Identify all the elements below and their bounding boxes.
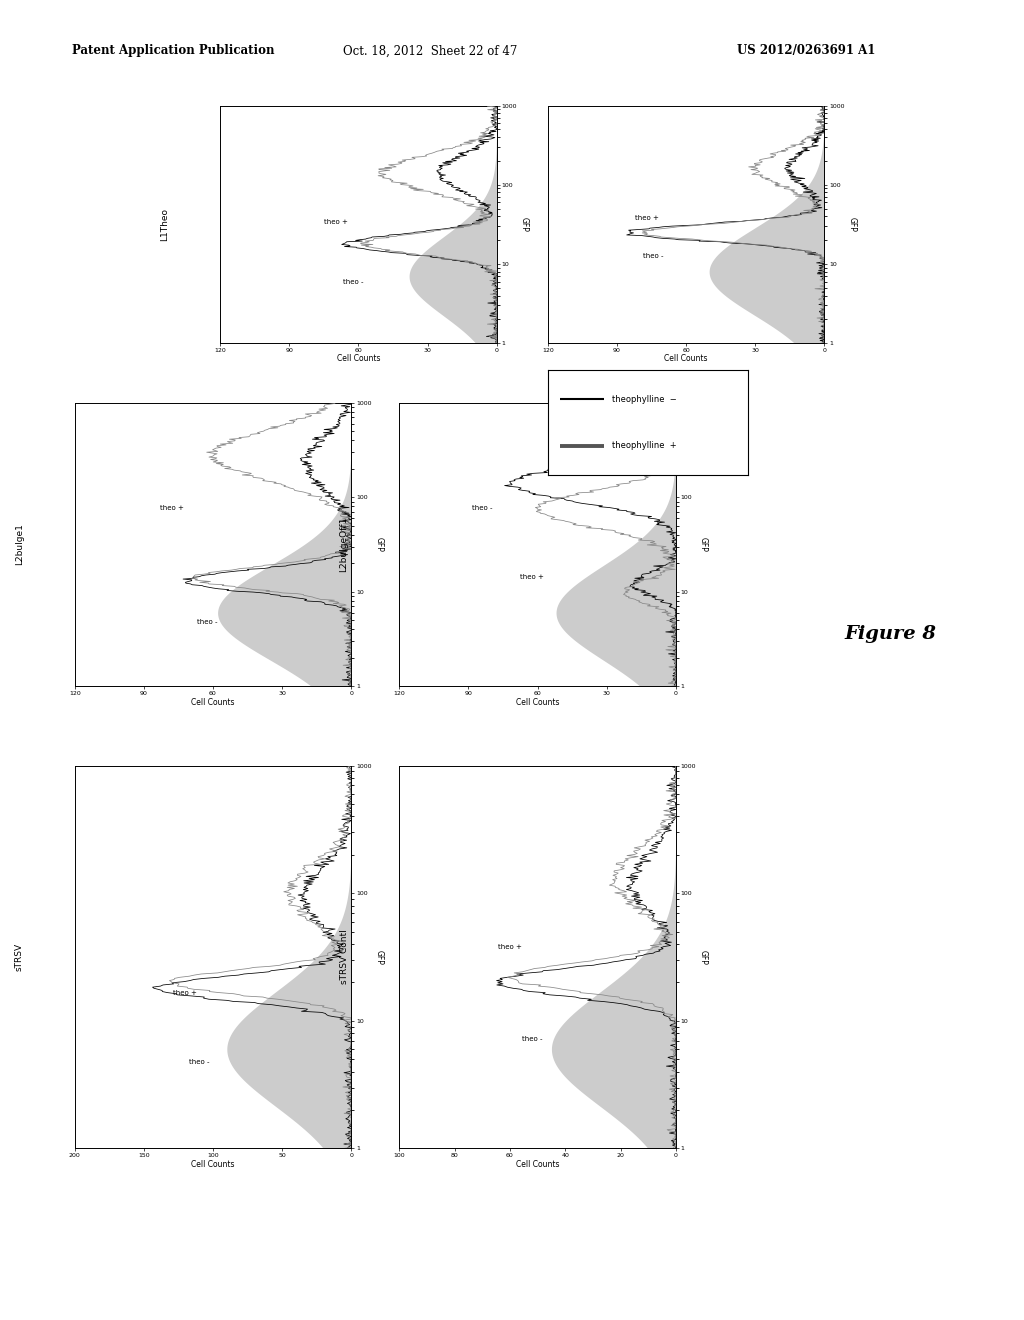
Text: theo +: theo +	[520, 574, 544, 579]
X-axis label: Cell Counts: Cell Counts	[337, 355, 380, 363]
Text: Figure 8: Figure 8	[845, 624, 937, 643]
Text: theo +: theo +	[160, 506, 183, 511]
Text: L2bulge1: L2bulge1	[15, 524, 24, 565]
Text: sTRSV Contl: sTRSV Contl	[340, 929, 348, 985]
Y-axis label: GFP: GFP	[375, 949, 383, 965]
Text: theo +: theo +	[173, 990, 198, 997]
Text: theo -: theo -	[188, 1059, 210, 1065]
X-axis label: Cell Counts: Cell Counts	[516, 1160, 559, 1168]
Text: theo -: theo -	[198, 619, 218, 624]
Text: theo +: theo +	[498, 944, 522, 950]
Text: L1Theo: L1Theo	[161, 209, 169, 242]
Text: theo -: theo -	[343, 279, 364, 285]
Y-axis label: GFP: GFP	[848, 216, 856, 232]
Text: Oct. 18, 2012  Sheet 22 of 47: Oct. 18, 2012 Sheet 22 of 47	[343, 45, 517, 57]
Text: theo -: theo -	[522, 1036, 543, 1043]
Text: sTRSV: sTRSV	[15, 942, 24, 972]
Text: theo +: theo +	[636, 215, 659, 220]
X-axis label: Cell Counts: Cell Counts	[191, 698, 234, 706]
Y-axis label: GFP: GFP	[520, 216, 528, 232]
Text: L2Theo: L2Theo	[488, 209, 497, 240]
Y-axis label: GFP: GFP	[375, 537, 383, 552]
Text: theo -: theo -	[643, 252, 664, 259]
Text: theo -: theo -	[472, 506, 493, 511]
X-axis label: Cell Counts: Cell Counts	[665, 355, 708, 363]
Text: Patent Application Publication: Patent Application Publication	[72, 45, 274, 57]
Y-axis label: GFP: GFP	[699, 537, 708, 552]
Text: theo +: theo +	[325, 219, 348, 226]
Text: L2bulgeOff1: L2bulgeOff1	[340, 517, 348, 572]
Text: theophylline  −: theophylline −	[611, 395, 677, 404]
X-axis label: Cell Counts: Cell Counts	[516, 698, 559, 706]
Y-axis label: GFP: GFP	[699, 949, 708, 965]
X-axis label: Cell Counts: Cell Counts	[191, 1160, 234, 1168]
Text: theophylline  +: theophylline +	[611, 441, 677, 450]
Text: US 2012/0263691 A1: US 2012/0263691 A1	[737, 45, 876, 57]
